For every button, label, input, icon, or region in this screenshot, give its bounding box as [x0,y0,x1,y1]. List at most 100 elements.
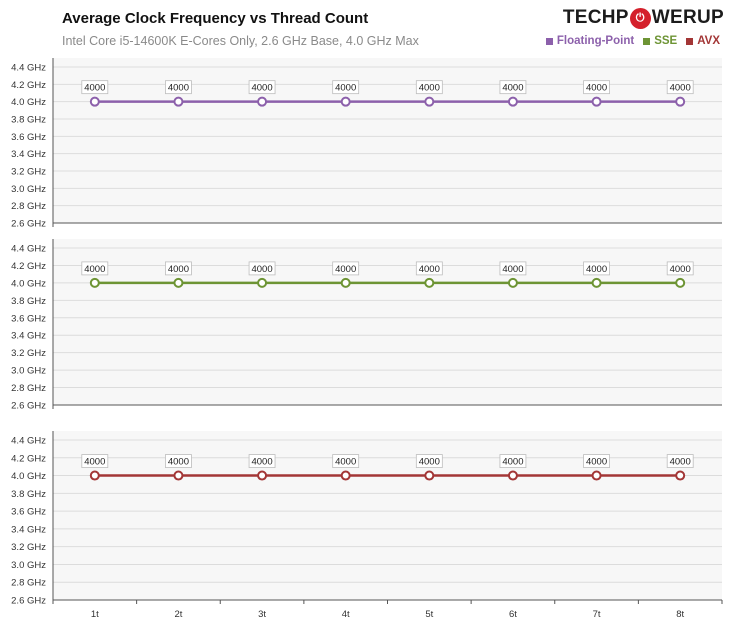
data-label-box [165,80,192,95]
data-point-sse [424,277,435,288]
data-label: 4000 [84,264,105,275]
y-tick-label: 3.4 GHz [11,149,46,160]
data-label: 4000 [335,264,356,275]
data-point-sse [507,277,518,288]
plot-background [53,239,722,405]
panel-floating-point: 2.6 GHz 2.8 GHz 3.0 GHz 3.2 GHz 3.4 GHz 3.6 G… [11,58,722,230]
data-label: 4000 [502,457,523,468]
y-tick-label: 2.6 GHz [11,596,46,607]
data-point-avx [675,470,686,481]
data-label: 4000 [586,457,607,468]
data-label-box [165,454,192,468]
legend-item-sse: SSE [643,35,677,47]
data-label-box [415,454,443,468]
data-label-box [81,454,109,468]
data-label: 4000 [251,83,272,94]
y-tick-label: 4.2 GHz [11,80,46,91]
legend-item-avx: AVX [686,35,720,47]
data-label-box [583,80,610,95]
x-tick-label: 4t [342,609,350,620]
y-tick-label: 3.0 GHz [11,366,46,377]
data-label-box [666,261,694,276]
y-tick-label: 3.8 GHz [11,489,46,500]
data-point-avx [173,470,184,481]
x-tick-label: 5t [425,609,433,620]
data-label: 4000 [586,83,607,94]
legend-label-avx: AVX [697,35,720,47]
power-icon: ⏻ [629,7,651,29]
panel-sse: 2.6 GHz 2.8 GHz 3.0 GHz 3.2 GHz 3.4 GHz 3.6 G… [11,239,722,412]
data-label: 4000 [419,264,440,275]
y-tick-label: 3.2 GHz [11,167,46,178]
data-label: 4000 [168,457,189,468]
data-point-floating-point [424,96,435,107]
data-point-floating-point [591,96,602,107]
data-label: 4000 [586,264,607,275]
data-label-box [499,261,527,276]
legend-item-floating-point: Floating-Point [545,35,635,47]
data-label: 4000 [670,264,691,275]
legend-swatch-floating-point [545,37,553,45]
data-point-sse [257,277,268,288]
data-label: 4000 [84,83,105,94]
y-tick-label: 4.0 GHz [11,97,46,108]
logo-text-right: WERUP [651,7,724,28]
data-label-box [499,454,527,468]
data-label: 4000 [84,457,105,468]
y-tick-label: 4.4 GHz [11,436,46,447]
data-label-box [666,454,694,468]
x-tick-label: 8t [676,609,684,620]
data-label: 4000 [670,83,691,94]
y-tick-label: 2.8 GHz [11,578,46,589]
data-label: 4000 [670,457,691,468]
data-point-sse [340,277,351,288]
legend-label-floating-point: Floating-Point [556,35,635,47]
data-point-floating-point [89,96,100,107]
data-label-box [81,261,109,276]
data-label: 4000 [502,83,523,94]
x-axis: 1t 2t 3t 4t 5t 6t 7t 8t [53,599,723,620]
y-tick-label: 3.6 GHz [11,313,46,324]
legend-swatch-avx [686,37,694,45]
y-tick-label: 3.4 GHz [11,331,46,342]
y-tick-label: 4.4 GHz [11,63,46,74]
data-point-floating-point [257,96,268,107]
y-tick-label: 2.8 GHz [11,201,46,212]
chart-subtitle: Intel Core i5-14600K E-Cores Only, 2.6 G… [62,34,419,48]
data-label-box [332,80,360,95]
plot-background [53,58,722,223]
data-point-sse [173,277,184,288]
panel-avx: 2.6 GHz 2.8 GHz 3.0 GHz 3.2 GHz 3.4 GHz 3.6 G… [11,431,722,607]
data-label: 4000 [251,264,272,275]
data-point-avx [591,470,602,481]
data-point-avx [257,470,268,481]
y-tick-label: 3.2 GHz [11,348,46,359]
data-point-avx [424,470,435,481]
data-label-box [583,454,610,468]
data-label: 4000 [168,83,189,94]
y-tick-label: 4.4 GHz [11,244,46,255]
y-tick-label: 3.6 GHz [11,507,46,518]
data-label: 4000 [251,457,272,468]
y-tick-label: 4.2 GHz [11,261,46,272]
data-label: 4000 [168,264,189,275]
data-label-box [666,80,694,95]
legend-label-sse: SSE [654,35,678,47]
data-point-avx [340,470,351,481]
y-tick-label: 4.0 GHz [11,278,46,289]
y-tick-label: 4.2 GHz [11,453,46,464]
data-point-avx [507,470,518,481]
y-tick-label: 3.8 GHz [11,115,46,126]
data-label-box [248,454,276,468]
data-label: 4000 [335,83,356,94]
data-label-box [499,80,527,95]
data-label-box [81,80,109,95]
data-point-sse [89,277,100,288]
y-tick-label: 2.6 GHz [11,219,46,230]
data-label-box [248,80,276,95]
y-tick-label: 3.0 GHz [11,560,46,571]
legend: Floating-Point SSE AVX [545,35,720,47]
data-point-floating-point [340,96,351,107]
data-label-box [332,454,360,468]
